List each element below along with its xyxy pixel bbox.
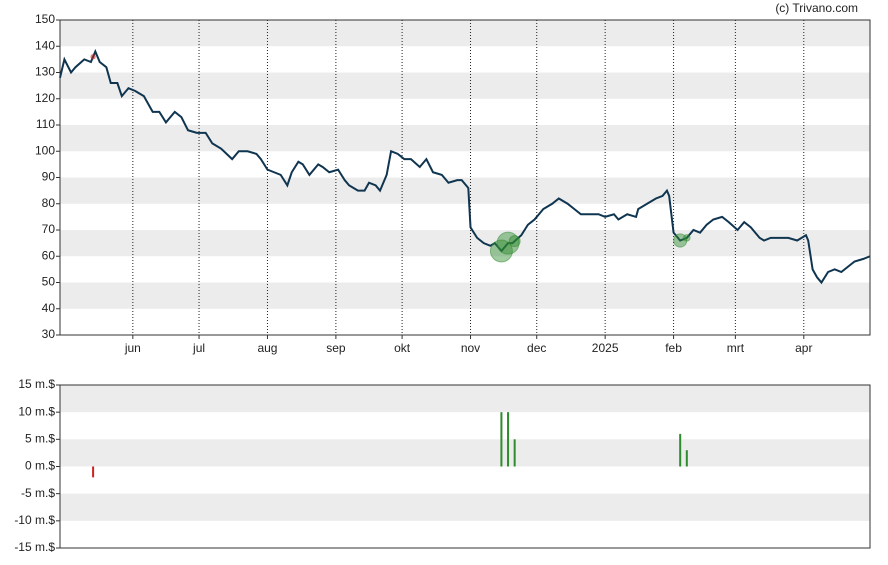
plot-frame xyxy=(59,19,871,336)
y-tick-label: 140 xyxy=(35,38,55,52)
band xyxy=(60,439,870,467)
x-tick-label: nov xyxy=(461,341,480,355)
volume-bar xyxy=(685,450,688,467)
y-tick-label: -15 m.$ xyxy=(14,540,55,554)
band xyxy=(60,177,870,204)
band xyxy=(60,230,870,257)
y-tick-label: 0 m.$ xyxy=(25,459,55,473)
volume-bar xyxy=(679,433,682,467)
y-tick-label: 80 xyxy=(42,196,56,210)
y-tick-label: 100 xyxy=(35,143,55,157)
y-tick-label: 130 xyxy=(35,65,55,79)
x-tick-label: sep xyxy=(326,341,346,355)
trade-marker xyxy=(683,234,691,242)
y-tick-label: 110 xyxy=(36,117,55,131)
volume-bar xyxy=(92,466,95,478)
y-tick-label: 15 m.$ xyxy=(18,377,55,391)
volume-bar xyxy=(513,439,516,467)
x-tick-label: feb xyxy=(665,341,682,355)
credit: (c) Trivano.com xyxy=(775,1,858,15)
trade-marker xyxy=(489,239,513,263)
volume-bar xyxy=(507,412,510,467)
x-tick-label: aug xyxy=(257,341,277,355)
y-tick-label: 40 xyxy=(42,301,56,315)
x-tick-label: okt xyxy=(394,341,411,355)
y-tick-label: -10 m.$ xyxy=(14,513,55,527)
band xyxy=(60,493,870,521)
y-tick-label: 90 xyxy=(42,170,56,184)
y-tick-label: 30 xyxy=(42,327,56,341)
volume-bar xyxy=(500,412,503,467)
band xyxy=(60,20,870,47)
band xyxy=(60,385,870,413)
band xyxy=(60,72,870,99)
trade-marker xyxy=(90,54,96,60)
x-tick-label: dec xyxy=(527,341,546,355)
y-tick-label: -5 m.$ xyxy=(21,486,55,500)
x-tick-label: mrt xyxy=(727,341,745,355)
y-tick-label: 60 xyxy=(42,248,56,262)
y-tick-label: 50 xyxy=(42,275,56,289)
y-tick-label: 10 m.$ xyxy=(18,404,55,418)
x-tick-label: 2025 xyxy=(592,341,619,355)
trade-marker xyxy=(508,235,521,248)
y-tick-label: 5 m.$ xyxy=(25,432,55,446)
trade-marker xyxy=(496,231,520,255)
band xyxy=(60,125,870,152)
x-tick-label: apr xyxy=(795,341,812,355)
y-tick-label: 120 xyxy=(35,91,55,105)
plot-frame xyxy=(59,384,871,549)
x-tick-label: jul xyxy=(192,341,205,355)
y-tick-label: 150 xyxy=(35,12,55,26)
price-line xyxy=(59,48,871,285)
y-tick-label: 70 xyxy=(42,222,56,236)
band xyxy=(60,282,870,309)
x-tick-label: jun xyxy=(124,341,141,355)
